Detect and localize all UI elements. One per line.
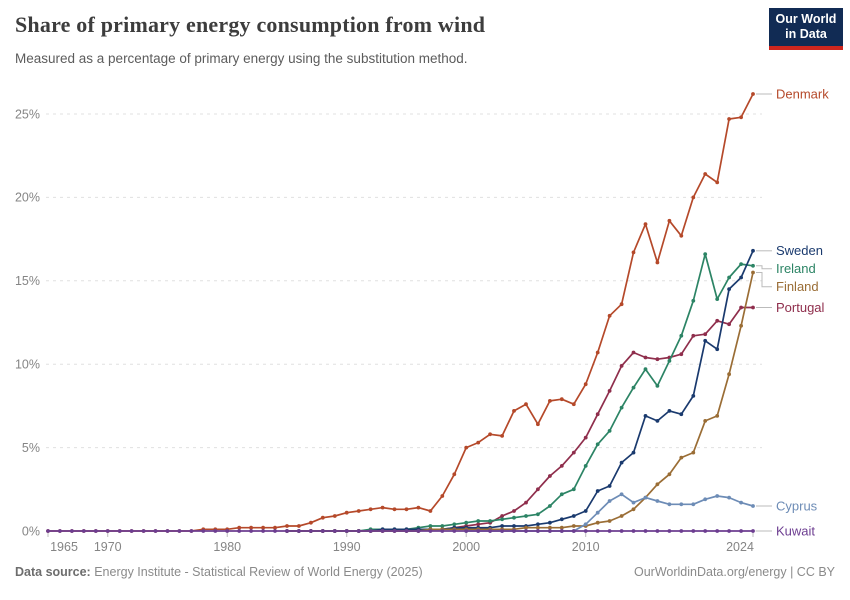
series-label-finland[interactable]: Finland (776, 279, 819, 294)
x-axis-tick-label: 2010 (572, 540, 600, 554)
page-subtitle: Measured as a percentage of primary ener… (15, 51, 468, 66)
x-axis-tick-label: 1990 (333, 540, 361, 554)
label-connector (756, 272, 772, 288)
series-line-portugal[interactable] (287, 306, 753, 532)
x-axis-tick-label: 1980 (213, 540, 241, 554)
series-markers-portugal (285, 305, 755, 533)
label-connector (756, 265, 772, 270)
series-line-finland[interactable] (287, 272, 754, 532)
x-axis-tick-label: 2024 (726, 540, 754, 554)
series-label-sweden[interactable]: Sweden (776, 243, 823, 258)
series-label-denmark[interactable]: Denmark (776, 86, 829, 101)
owid-logo-line2: in Data (785, 27, 827, 41)
y-axis-tick-label: 5% (22, 441, 40, 455)
series-label-portugal[interactable]: Portugal (776, 300, 825, 315)
data-source-text: Energy Institute - Statistical Review of… (94, 565, 423, 579)
series-markers-denmark (46, 92, 755, 533)
series-markers-sweden (285, 248, 755, 533)
series-markers-kuwait (46, 529, 755, 533)
series-line-denmark[interactable] (48, 93, 754, 532)
data-source-label: Data source: (15, 565, 91, 579)
data-source: Data source: Energy Institute - Statisti… (15, 565, 423, 579)
y-axis-tick-label: 20% (15, 191, 40, 205)
owid-logo[interactable]: Our World in Data (769, 8, 843, 50)
y-axis-tick-label: 25% (15, 107, 40, 121)
y-axis-tick-label: 0% (22, 524, 40, 538)
series-line-ireland[interactable] (287, 253, 754, 532)
series-line-sweden[interactable] (287, 250, 754, 532)
x-axis-tick-label: 1970 (94, 540, 122, 554)
series-label-cyprus[interactable]: Cyprus (776, 498, 818, 513)
chart-footer: Data source: Energy Institute - Statisti… (15, 565, 835, 579)
series-markers-ireland (285, 252, 755, 533)
series-label-kuwait[interactable]: Kuwait (776, 523, 815, 538)
x-axis-tick-label: 2000 (452, 540, 480, 554)
x-axis-tick-label: 1965 (50, 540, 78, 554)
owid-logo-line1: Our World (775, 11, 837, 26)
y-axis-tick-label: 10% (15, 358, 40, 372)
series-markers-finland (285, 270, 755, 533)
y-axis-tick-label: 15% (15, 274, 40, 288)
credit-link[interactable]: OurWorldinData.org/energy | CC BY (633, 565, 835, 579)
series-label-ireland[interactable]: Ireland (776, 261, 816, 276)
page-title: Share of primary energy consumption from… (15, 12, 486, 37)
